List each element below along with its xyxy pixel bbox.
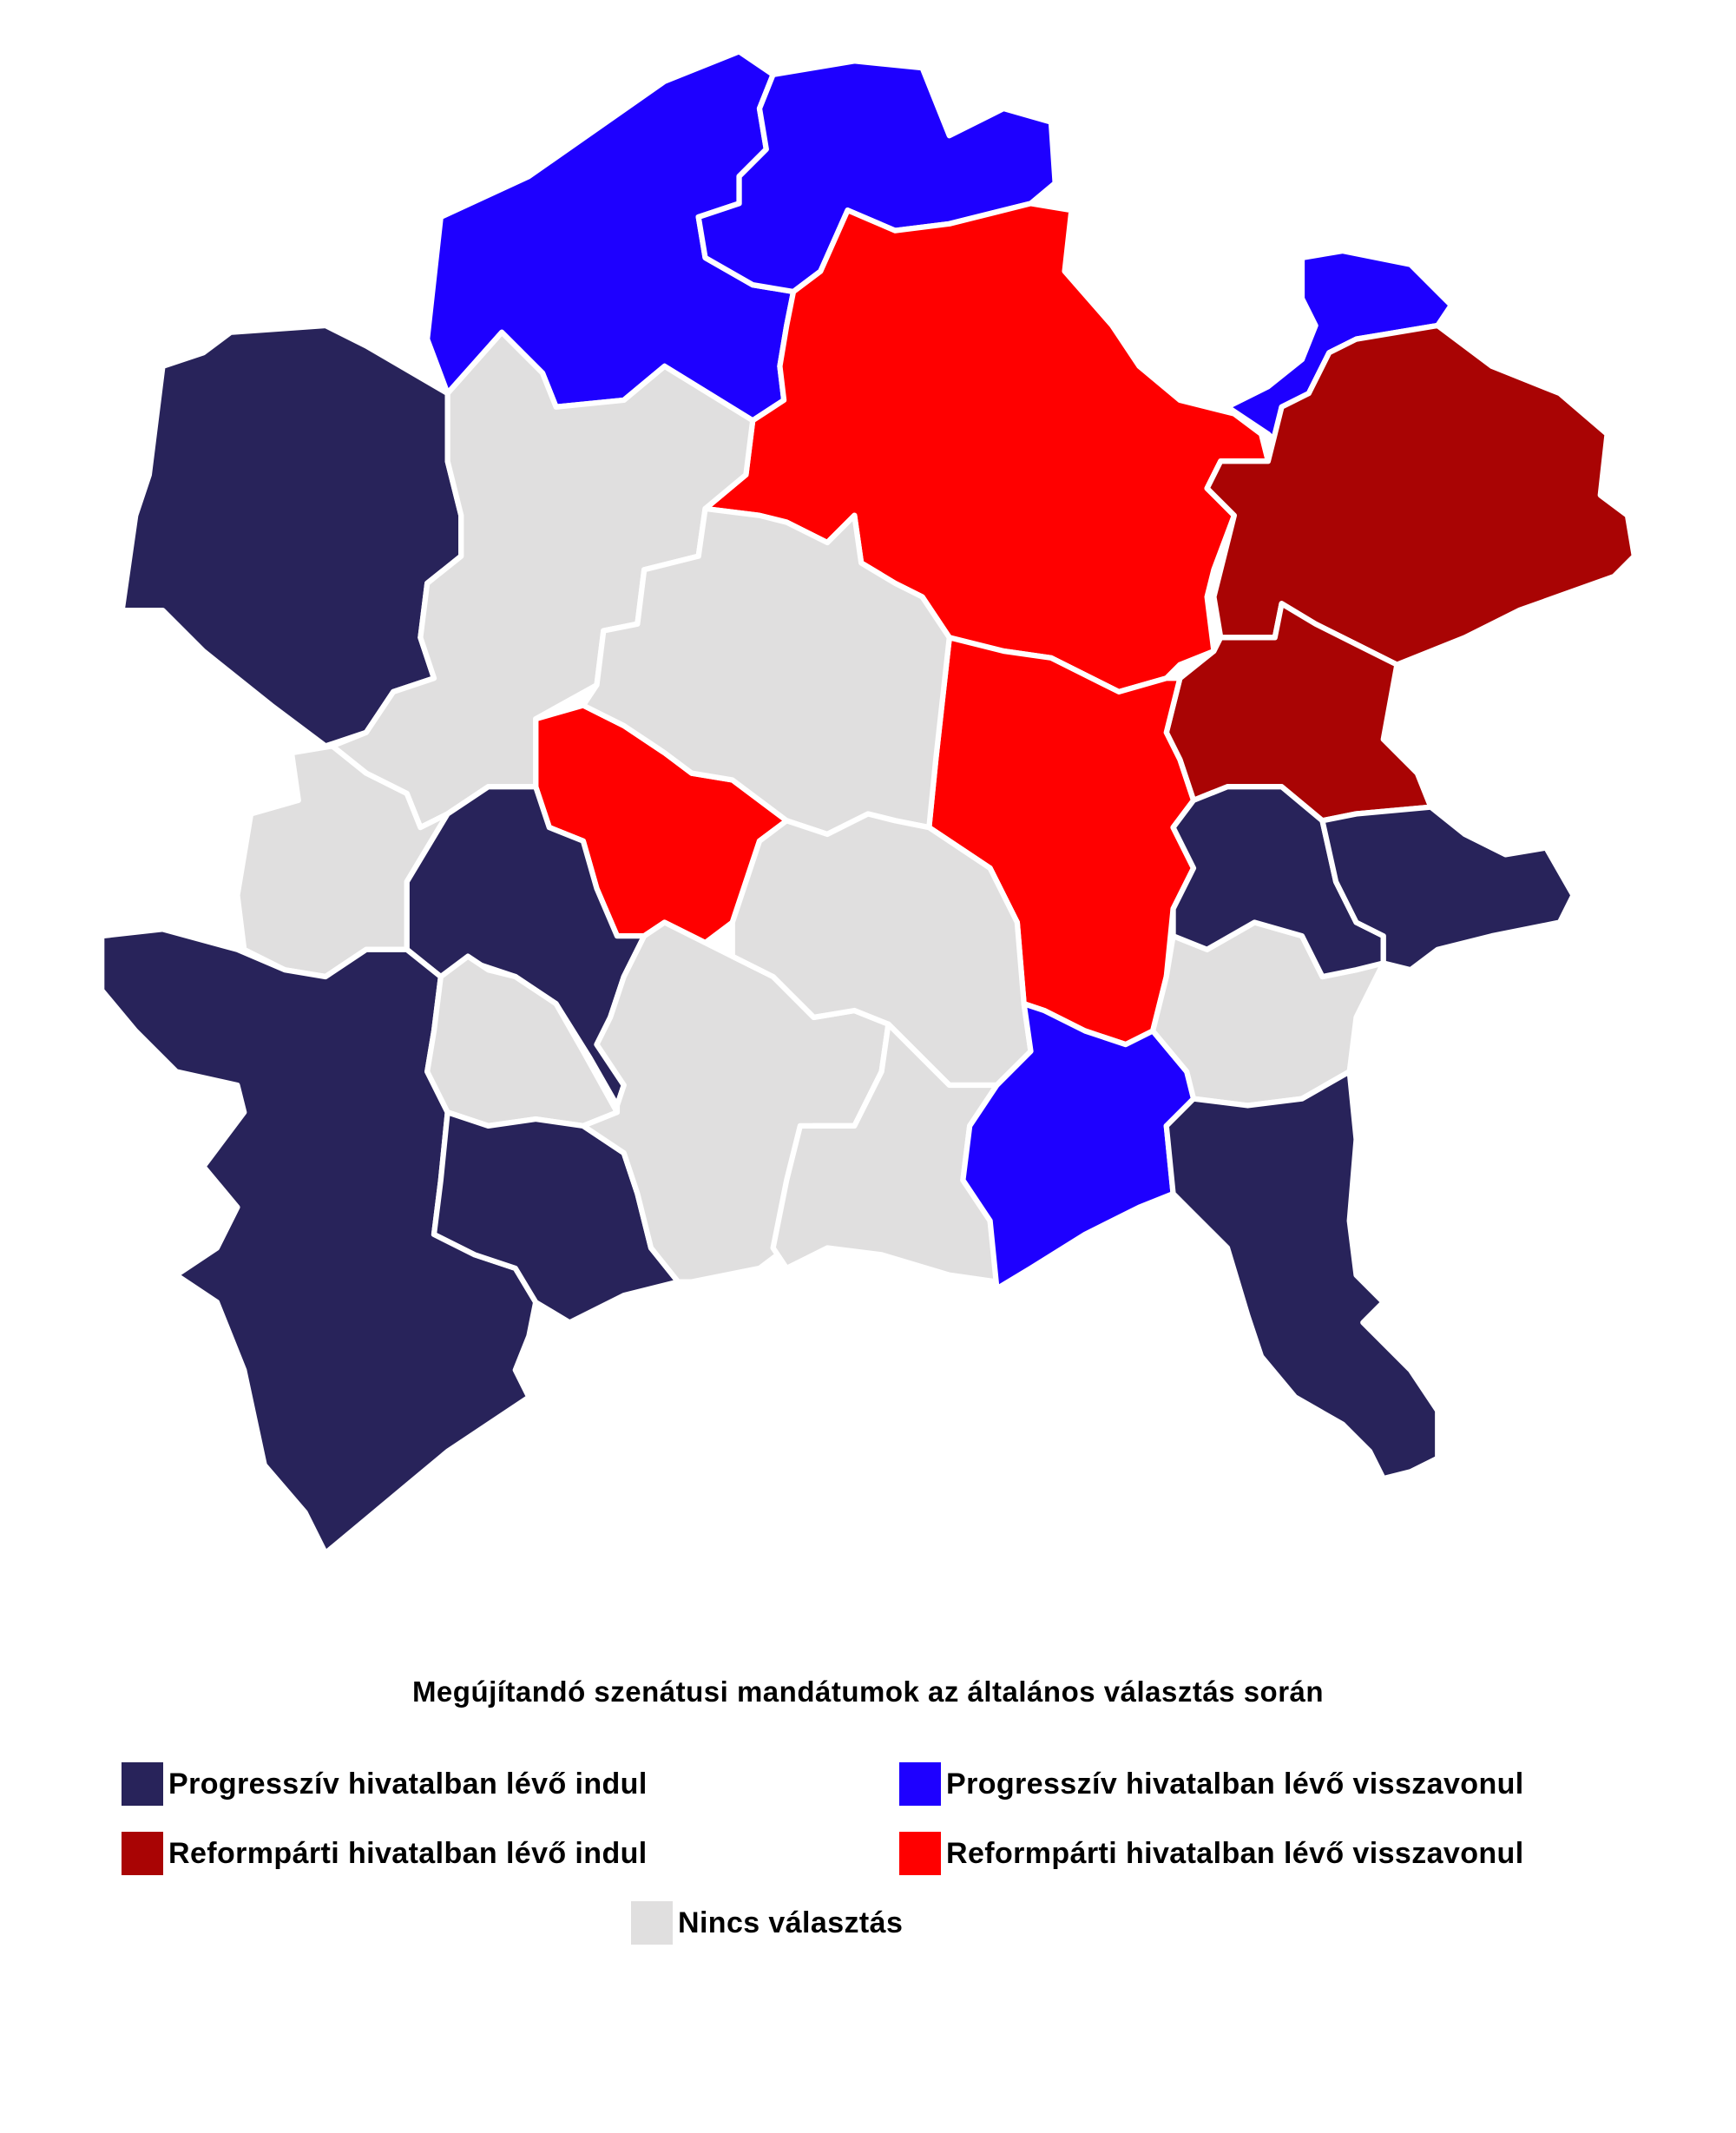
legend-label: Reformpárti hivatalban lévő visszavonul [946, 1836, 1524, 1870]
legend-item-ref-vissza: Reformpárti hivatalban lévő visszavonul [899, 1832, 1524, 1875]
legend-item-ref-indul: Reformpárti hivatalban lévő indul [122, 1832, 648, 1875]
legend-swatch [631, 1901, 673, 1945]
legend-swatch [899, 1832, 941, 1875]
legend-label: Progresszív hivatalban lévő indul [168, 1767, 648, 1801]
legend-label: Progresszív hivatalban lévő visszavonul [946, 1767, 1524, 1801]
legend-item-prog-vissza: Progresszív hivatalban lévő visszavonul [899, 1762, 1524, 1806]
legend-label: Nincs választás [678, 1906, 904, 1939]
legend-label: Reformpárti hivatalban lévő indul [168, 1836, 648, 1870]
region[interactable] [119, 322, 464, 749]
legend-swatch [899, 1762, 941, 1806]
region[interactable] [1319, 804, 1576, 973]
legend-item-nincs: Nincs választás [631, 1901, 903, 1945]
legend-item-prog-indul: Progresszív hivatalban lévő indul [122, 1762, 648, 1806]
region[interactable] [1204, 322, 1637, 668]
region[interactable] [1170, 784, 1386, 980]
map [99, 51, 1637, 1557]
region[interactable] [1163, 1069, 1441, 1482]
region[interactable] [770, 1021, 1000, 1285]
legend-swatch [122, 1832, 163, 1875]
legend-swatch [122, 1762, 163, 1806]
region[interactable] [99, 926, 539, 1557]
region[interactable] [431, 1109, 681, 1326]
region[interactable] [960, 1001, 1203, 1292]
map-title: Megújítandó szenátusi mandátumok az álta… [411, 1675, 1325, 1708]
